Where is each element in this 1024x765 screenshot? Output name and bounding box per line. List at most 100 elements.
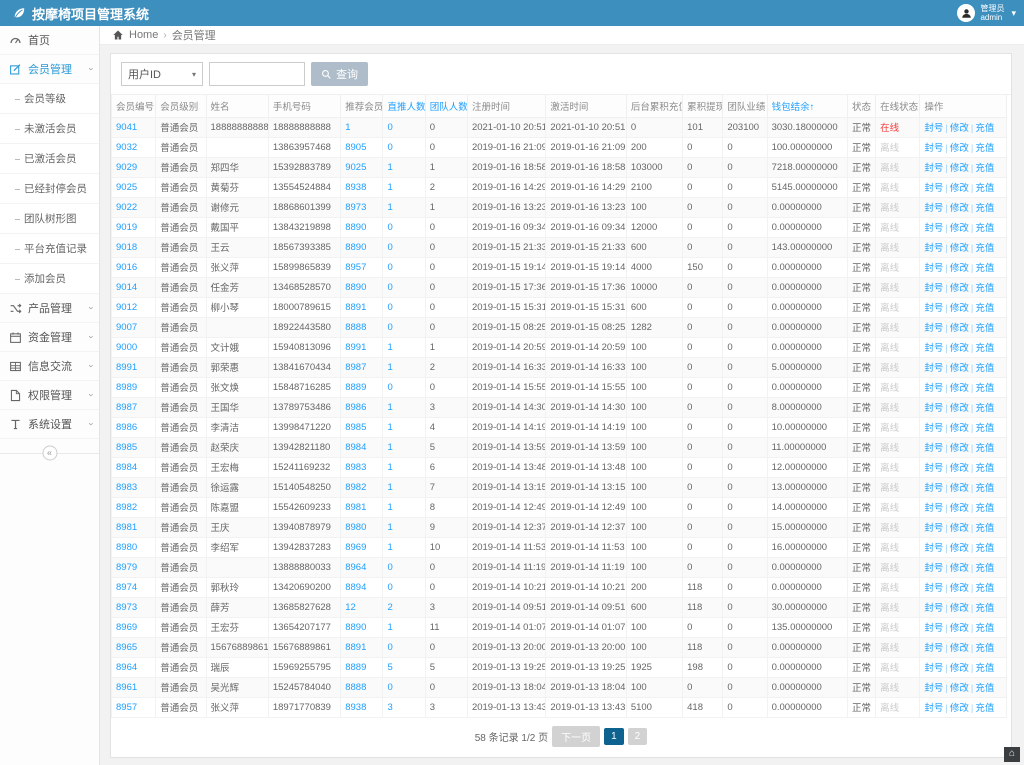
direct-count-link[interactable]: 0 <box>382 136 426 158</box>
direct-count-link[interactable]: 0 <box>382 556 426 578</box>
direct-count-link[interactable]: 1 <box>382 156 426 178</box>
direct-count-link[interactable]: 0 <box>382 316 426 338</box>
referrer-link[interactable]: 8973 <box>340 196 384 218</box>
ban-action-link[interactable]: 封号 <box>924 223 944 234</box>
member-id-link[interactable]: 8984 <box>110 456 157 478</box>
referrer-link[interactable]: 8983 <box>340 456 384 478</box>
member-id-link[interactable]: 8957 <box>110 696 157 718</box>
ban-action-link[interactable]: 封号 <box>924 583 944 594</box>
edit-action-link[interactable]: 修改 <box>949 203 969 214</box>
referrer-link[interactable]: 12 <box>340 596 384 618</box>
referrer-link[interactable]: 8891 <box>340 636 384 658</box>
breadcrumb-home[interactable]: Home <box>129 29 159 41</box>
member-id-link[interactable]: 9007 <box>110 316 157 338</box>
member-id-link[interactable]: 9016 <box>110 256 157 278</box>
ban-action-link[interactable]: 封号 <box>924 463 944 474</box>
back-to-top-button[interactable]: ⌂ <box>1004 747 1020 762</box>
referrer-link[interactable]: 8938 <box>340 696 384 718</box>
recharge-action-link[interactable]: 充值 <box>975 703 995 714</box>
edit-action-link[interactable]: 修改 <box>949 683 969 694</box>
edit-action-link[interactable]: 修改 <box>949 463 969 474</box>
referrer-link[interactable]: 8980 <box>340 516 384 538</box>
recharge-action-link[interactable]: 充值 <box>975 563 995 574</box>
sidebar-item-permissions[interactable]: 权限管理 › <box>0 381 99 410</box>
edit-action-link[interactable]: 修改 <box>949 543 969 554</box>
member-id-link[interactable]: 9022 <box>110 196 157 218</box>
sidebar-item-members[interactable]: 会员管理 › <box>0 55 99 84</box>
referrer-link[interactable]: 8987 <box>340 356 384 378</box>
referrer-link[interactable]: 8888 <box>340 316 384 338</box>
search-input[interactable] <box>209 62 305 86</box>
recharge-action-link[interactable]: 充值 <box>975 523 995 534</box>
direct-count-link[interactable]: 1 <box>382 196 426 218</box>
ban-action-link[interactable]: 封号 <box>924 523 944 534</box>
direct-count-link[interactable]: 0 <box>382 296 426 318</box>
ban-action-link[interactable]: 封号 <box>924 623 944 634</box>
direct-count-link[interactable]: 1 <box>382 536 426 558</box>
recharge-action-link[interactable]: 充值 <box>975 303 995 314</box>
ban-action-link[interactable]: 封号 <box>924 483 944 494</box>
direct-count-link[interactable]: 0 <box>382 376 426 398</box>
ban-action-link[interactable]: 封号 <box>924 543 944 554</box>
edit-action-link[interactable]: 修改 <box>949 243 969 254</box>
referrer-link[interactable]: 8984 <box>340 436 384 458</box>
recharge-action-link[interactable]: 充值 <box>975 343 995 354</box>
recharge-action-link[interactable]: 充值 <box>975 263 995 274</box>
edit-action-link[interactable]: 修改 <box>949 503 969 514</box>
referrer-link[interactable]: 8938 <box>340 176 384 198</box>
ban-action-link[interactable]: 封号 <box>924 603 944 614</box>
member-id-link[interactable]: 8985 <box>110 436 157 458</box>
sidebar-item-inactive-members[interactable]: 未激活会员 <box>0 114 99 144</box>
ban-action-link[interactable]: 封号 <box>924 283 944 294</box>
recharge-action-link[interactable]: 充值 <box>975 683 995 694</box>
edit-action-link[interactable]: 修改 <box>949 263 969 274</box>
recharge-action-link[interactable]: 充值 <box>975 663 995 674</box>
member-id-link[interactable]: 8961 <box>110 676 157 698</box>
edit-action-link[interactable]: 修改 <box>949 443 969 454</box>
ban-action-link[interactable]: 封号 <box>924 163 944 174</box>
direct-count-link[interactable]: 0 <box>382 576 426 598</box>
ban-action-link[interactable]: 封号 <box>924 123 944 134</box>
member-id-link[interactable]: 8965 <box>110 636 157 658</box>
recharge-action-link[interactable]: 充值 <box>975 583 995 594</box>
ban-action-link[interactable]: 封号 <box>924 183 944 194</box>
direct-count-link[interactable]: 1 <box>382 476 426 498</box>
recharge-action-link[interactable]: 充值 <box>975 323 995 334</box>
sidebar-item-member-levels[interactable]: 会员等级 <box>0 84 99 114</box>
ban-action-link[interactable]: 封号 <box>924 683 944 694</box>
direct-count-link[interactable]: 0 <box>382 236 426 258</box>
edit-action-link[interactable]: 修改 <box>949 643 969 654</box>
direct-count-link[interactable]: 1 <box>382 616 426 638</box>
edit-action-link[interactable]: 修改 <box>949 163 969 174</box>
ban-action-link[interactable]: 封号 <box>924 243 944 254</box>
referrer-link[interactable]: 8981 <box>340 496 384 518</box>
ban-action-link[interactable]: 封号 <box>924 423 944 434</box>
referrer-link[interactable]: 8890 <box>340 276 384 298</box>
sidebar-collapse-button[interactable]: « <box>42 445 57 461</box>
edit-action-link[interactable]: 修改 <box>949 383 969 394</box>
member-id-link[interactable]: 9025 <box>110 176 157 198</box>
direct-count-link[interactable]: 0 <box>382 216 426 238</box>
referrer-link[interactable]: 8985 <box>340 416 384 438</box>
member-id-link[interactable]: 8989 <box>110 376 157 398</box>
sidebar-item-recharge-records[interactable]: 平台充值记录 <box>0 234 99 264</box>
ban-action-link[interactable]: 封号 <box>924 703 944 714</box>
page-1-button[interactable]: 1 <box>604 727 624 745</box>
edit-action-link[interactable]: 修改 <box>949 583 969 594</box>
edit-action-link[interactable]: 修改 <box>949 143 969 154</box>
edit-action-link[interactable]: 修改 <box>949 363 969 374</box>
referrer-link[interactable]: 8891 <box>340 296 384 318</box>
recharge-action-link[interactable]: 充值 <box>975 163 995 174</box>
direct-count-link[interactable]: 1 <box>382 436 426 458</box>
recharge-action-link[interactable]: 充值 <box>975 383 995 394</box>
referrer-link[interactable]: 8890 <box>340 616 384 638</box>
recharge-action-link[interactable]: 充值 <box>975 283 995 294</box>
member-id-link[interactable]: 9014 <box>110 276 157 298</box>
referrer-link[interactable]: 8905 <box>340 136 384 158</box>
member-id-link[interactable]: 8979 <box>110 556 157 578</box>
member-id-link[interactable]: 8964 <box>110 656 157 678</box>
ban-action-link[interactable]: 封号 <box>924 343 944 354</box>
referrer-link[interactable]: 8964 <box>340 556 384 578</box>
sidebar-item-add-member[interactable]: 添加会员 <box>0 264 99 294</box>
referrer-link[interactable]: 8969 <box>340 536 384 558</box>
